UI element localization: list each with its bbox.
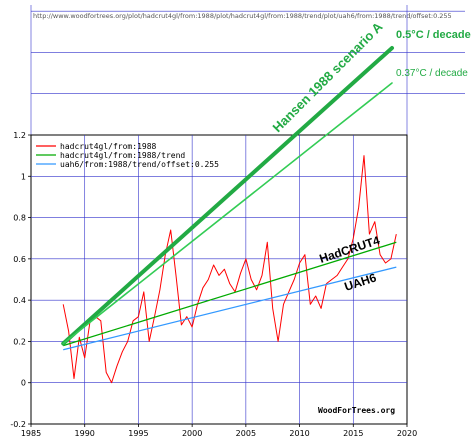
overlay-grid <box>30 5 465 135</box>
y-tick-0.2: 0.2 <box>13 337 26 346</box>
annotation-scenario: Hansen 1988 scenario A <box>270 19 386 135</box>
y-tick-0.4: 0.4 <box>13 296 26 305</box>
legend-label-uah: uah6/from:1988/trend/offset:0.255 <box>60 160 219 169</box>
series-line-2 <box>63 266 397 351</box>
x-tick-2020: 2020 <box>397 429 417 438</box>
series-layer <box>62 155 397 384</box>
series-line-0 <box>62 155 397 384</box>
x-tick-1985: 1985 <box>21 429 41 438</box>
legend-label-hadcrut: hadcrut4gl/from:1988 <box>60 142 157 151</box>
plot-grid <box>31 135 407 424</box>
series-line-1 <box>63 241 397 347</box>
annotation-line-b: 0.37°C / decade <box>396 68 468 79</box>
annotation-hadcrut: HadCRUT4 <box>318 233 382 266</box>
x-tick-2000: 2000 <box>182 429 202 438</box>
legend-label-hadcrut-trend: hadcrut4gl/from:1988/trend <box>60 151 185 160</box>
scenario-line-b <box>62 82 393 345</box>
x-axis-ticks: 1985 1990 1995 2000 2005 2010 2015 2020 <box>21 424 417 438</box>
plot-frame <box>30 134 408 425</box>
x-tick-2005: 2005 <box>236 429 256 438</box>
y-tick-1: 1 <box>21 172 26 181</box>
y-tick-0.6: 0.6 <box>13 255 26 264</box>
y-tick-0: 0 <box>21 379 26 388</box>
x-tick-2010: 2010 <box>289 429 309 438</box>
legend: hadcrut4gl/from:1988 hadcrut4gl/from:198… <box>36 142 219 169</box>
x-tick-1995: 1995 <box>128 429 148 438</box>
y-tick-0.8: 0.8 <box>13 214 26 223</box>
scenario-line-a <box>61 46 394 346</box>
y-axis-ticks: -0.2 0 0.2 0.4 0.6 0.8 1 1.2 <box>10 131 31 429</box>
x-tick-2015: 2015 <box>343 429 363 438</box>
annotation-line-a: 0.5°C / decade <box>396 29 471 41</box>
x-tick-1990: 1990 <box>75 429 95 438</box>
watermark: WoodForTrees.org <box>318 406 395 415</box>
overlay-lines <box>61 46 394 346</box>
y-tick-1.2: 1.2 <box>13 131 26 140</box>
header-url: http://www.woodfortrees.org/plot/hadcrut… <box>33 12 452 20</box>
annotation-uah: UAH6 <box>343 270 379 294</box>
y-tick--0.2: -0.2 <box>10 420 26 429</box>
